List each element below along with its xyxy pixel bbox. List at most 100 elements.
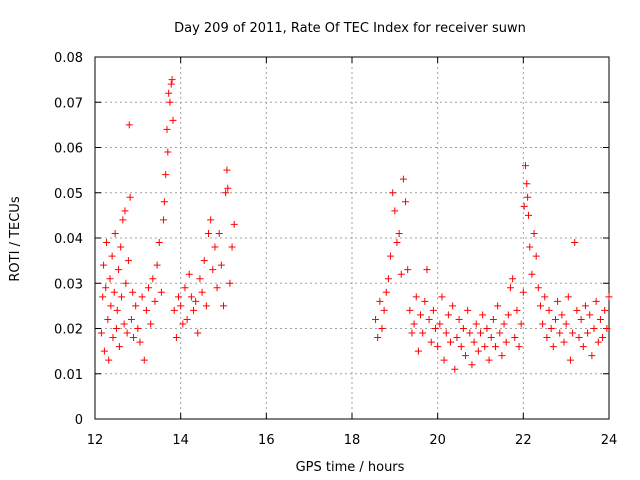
data-point [549,343,557,351]
data-point [122,279,130,287]
data-point [170,306,178,314]
data-point [134,325,142,332]
data-point [566,356,574,364]
data-point [489,315,497,323]
data-point [163,125,171,133]
y-tick-label: 0.03 [54,277,83,292]
data-point [127,315,135,323]
data-point [440,356,448,364]
data-point [474,347,482,355]
data-point [519,288,527,296]
data-point [108,252,116,260]
data-point [384,275,392,283]
data-point [521,162,529,170]
y-tick-label: 0.08 [54,51,83,66]
data-point [468,361,476,369]
data-point [425,315,433,323]
data-point [494,302,502,310]
data-point [404,266,412,274]
data-point [601,306,609,314]
data-point [453,334,461,342]
y-tick-label: 0.06 [54,142,83,157]
data-point [149,275,157,283]
data-point [376,297,384,305]
data-point [543,334,551,342]
data-point [502,338,510,346]
data-point [547,325,555,332]
data-point [107,302,115,310]
data-point [138,293,146,301]
data-point [217,261,225,269]
data-point [399,175,407,183]
x-tick-label: 12 [87,433,104,448]
data-point [455,315,463,323]
y-tick-label: 0.02 [54,323,83,338]
data-point [477,329,484,337]
data-point [436,320,444,328]
x-tick-label: 14 [172,433,189,448]
data-point [389,189,397,197]
data-point [586,311,594,319]
data-point [207,216,215,224]
data-point [498,352,506,360]
data-point [160,198,168,206]
plot-frame [94,56,610,420]
data-point [172,334,180,342]
data-point [103,239,111,247]
data-point [211,243,219,251]
data-point [104,315,112,323]
data-point [442,329,450,337]
data-point [164,148,172,156]
data-point [472,320,480,328]
data-point [124,257,132,265]
data-point [224,184,232,192]
x-tick-label: 16 [258,433,275,448]
data-point [402,198,410,206]
data-point [145,284,153,292]
grid [95,57,609,419]
y-tick-label: 0.01 [54,368,83,383]
data-point [511,334,519,342]
x-axis-label: GPS time / hours [296,460,405,475]
data-point [500,320,508,328]
data-point [412,293,420,301]
data-point [581,302,589,310]
data-point [524,193,532,201]
data-point [520,202,528,210]
data-point [584,329,592,337]
data-point [556,329,564,337]
data-point [408,329,416,337]
data-point [528,270,536,278]
data-point [112,325,120,332]
data-point [464,306,472,314]
data-point [530,229,538,237]
data-point [97,329,105,337]
data-point [215,229,223,237]
data-point [406,306,414,314]
data-point [100,347,108,355]
data-point [169,116,177,124]
data-point [181,284,189,292]
data-point [190,306,198,314]
data-point [372,315,380,323]
data-point [432,325,440,332]
x-tick-label: 24 [601,433,618,448]
data-point [118,293,126,301]
data-point [99,293,107,301]
data-point [205,229,213,237]
y-tick-label: 0 [75,413,83,428]
data-point [179,320,187,328]
x-tick-label: 18 [344,433,361,448]
data-point [110,288,118,296]
data-point [378,325,386,332]
data-point [423,266,431,274]
data-point [605,293,613,301]
data-point [209,266,217,274]
data-point [410,320,418,328]
data-point [551,315,559,323]
data-point [115,343,123,351]
data-point [162,171,170,179]
data-point [554,297,562,305]
data-point [532,252,540,260]
